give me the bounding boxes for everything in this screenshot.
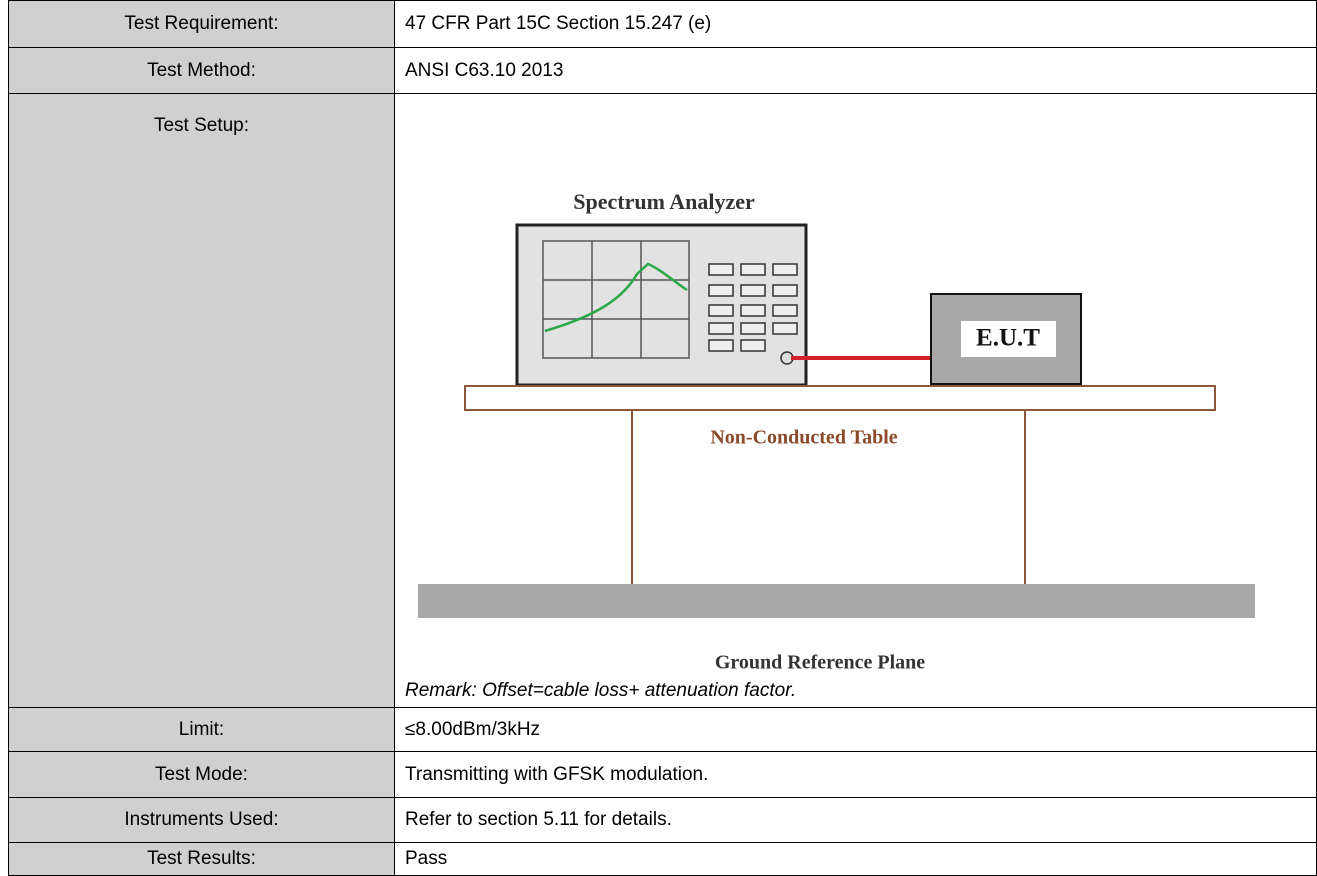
eut-label-bg	[961, 321, 1056, 357]
row-value: Pass	[394, 842, 1317, 876]
screen-grid	[542, 240, 690, 359]
table-label: Non-Conducted Table	[710, 427, 897, 449]
row-label: Test Requirement:	[8, 0, 395, 48]
row-value: Refer to section 5.11 for details.	[394, 797, 1317, 843]
table-top	[464, 385, 1216, 411]
buttons	[708, 263, 798, 352]
ground-plane	[418, 584, 1255, 618]
trace	[544, 262, 688, 333]
row-label: Instruments Used:	[8, 797, 395, 843]
row-value: ≤8.00dBm/3kHz	[394, 707, 1317, 752]
eut-label: E.U.T	[976, 325, 1040, 352]
row-label: Test Results:	[8, 842, 395, 876]
setup-cell: Spectrum Analyzer E.U.T Non-Conducted Ta…	[394, 93, 1317, 708]
row-value: Transmitting with GFSK modulation.	[394, 751, 1317, 798]
ground-label: Ground Reference Plane	[715, 652, 925, 674]
row-label: Limit:	[8, 707, 395, 752]
remark: Remark: Offset=cable loss+ attenuation f…	[405, 680, 796, 701]
row-label: Test Mode:	[8, 751, 395, 798]
row-value: ANSI C63.10 2013	[394, 47, 1317, 94]
row-value: 47 CFR Part 15C Section 15.247 (e)	[394, 0, 1317, 48]
row-label: Test Method:	[8, 47, 395, 94]
setup-diagram: Spectrum Analyzer E.U.T Non-Conducted Ta…	[405, 189, 1255, 701]
analyzer-label: Spectrum Analyzer	[573, 189, 755, 214]
row-label: Test Setup:	[8, 93, 395, 708]
